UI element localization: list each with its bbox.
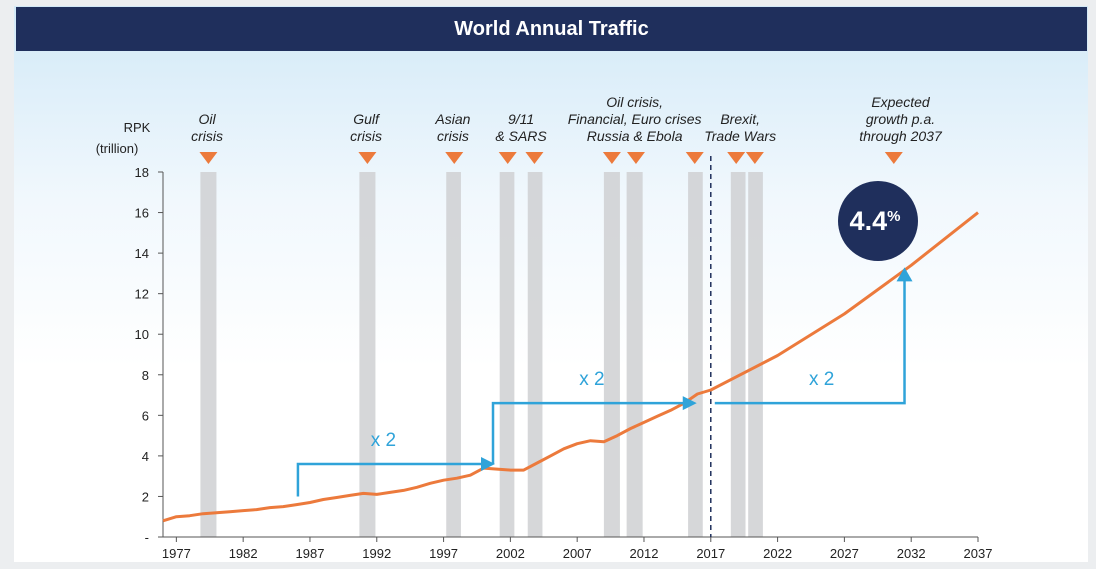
axes: - 2 4 6 8 10 12 14 16 18 1977 1982 1987 1992 1997 2002 2… <box>96 120 993 561</box>
doubling-label: x 2 <box>809 369 834 390</box>
y-tick-label: 2 <box>142 489 149 504</box>
event-label: crisis <box>191 128 223 144</box>
traffic-line <box>162 211 979 523</box>
crisis-bands <box>200 172 763 537</box>
y-axis-label: (trillion) <box>96 141 139 156</box>
event-label: Gulf <box>353 111 381 127</box>
doubling-arrow: x 2 <box>491 369 697 464</box>
doubling-arrows: x 2 x 2 x 2 <box>296 267 913 497</box>
y-tick-label: 18 <box>135 165 149 180</box>
y-tick-label: - <box>145 530 149 545</box>
doubling-label: x 2 <box>579 369 604 390</box>
x-tick-label: 1977 <box>162 546 191 561</box>
y-tick-label: 10 <box>135 327 149 342</box>
arrow-head <box>481 457 496 471</box>
y-tick-label: 16 <box>135 206 149 221</box>
slide-background <box>14 6 1088 562</box>
y-tick-label: 12 <box>135 287 149 302</box>
x-tick-label: 2017 <box>696 546 725 561</box>
x-tick-label: 2037 <box>964 546 993 561</box>
doubling-arrow: x 2 <box>296 430 496 497</box>
crisis-band <box>499 172 515 537</box>
event-marker <box>727 152 746 164</box>
crisis-band <box>603 172 620 537</box>
arrow-shaft <box>714 279 906 405</box>
event-marker <box>884 152 903 164</box>
event-markers <box>199 152 903 164</box>
crisis-band <box>626 172 643 537</box>
event-label: growth p.a. <box>866 111 935 127</box>
y-tick-label: 4 <box>142 449 149 464</box>
event-label: crisis <box>350 128 382 144</box>
doubling-arrow: x 2 <box>714 267 913 405</box>
event-marker <box>685 152 704 164</box>
y-tick-label: 8 <box>142 368 149 383</box>
x-tick-label: 2022 <box>763 546 792 561</box>
doubling-label: x 2 <box>371 430 396 451</box>
event-marker <box>199 152 218 164</box>
event-marker <box>445 152 464 164</box>
event-label: Trade Wars <box>704 128 776 144</box>
x-tick-label: 1987 <box>296 546 325 561</box>
event-label: & SARS <box>495 128 547 144</box>
x-tick-label: 1992 <box>362 546 391 561</box>
event-label: 9/11 <box>508 111 534 127</box>
y-axis-label: RPK <box>124 120 151 135</box>
crisis-band <box>446 172 461 537</box>
event-marker <box>626 152 645 164</box>
growth-badge: 4.4% <box>838 181 918 261</box>
growth-badge-circle <box>838 181 918 261</box>
x-tick-label: 1982 <box>229 546 258 561</box>
x-tick-label: 2012 <box>630 546 659 561</box>
y-tick-label: 14 <box>135 246 149 261</box>
crisis-band <box>527 172 543 537</box>
event-marker <box>525 152 544 164</box>
event-marker <box>602 152 621 164</box>
arrow-head <box>896 267 913 282</box>
event-label: through 2037 <box>859 128 943 144</box>
crisis-band <box>688 172 703 537</box>
crisis-band <box>748 172 763 537</box>
crisis-band <box>359 172 376 537</box>
growth-badge-number: 4.4 <box>850 206 888 236</box>
arrow-shaft <box>491 401 685 464</box>
event-label: Russia & Ebola <box>587 128 683 144</box>
event-label: Oil crisis, <box>606 94 663 110</box>
x-tick-label: 1997 <box>429 546 458 561</box>
chart-title: World Annual Traffic <box>454 17 649 40</box>
event-label: Brexit, <box>720 111 760 127</box>
arrow-head <box>682 396 697 411</box>
x-tick-label: 2027 <box>830 546 859 561</box>
x-tick-label: 2032 <box>897 546 926 561</box>
growth-badge-value: 4.4% <box>850 206 901 236</box>
arrow-shaft <box>296 462 484 497</box>
crisis-band <box>730 172 746 537</box>
y-tick-label: 6 <box>142 408 149 423</box>
x-tick-label: 2007 <box>563 546 592 561</box>
title-bar: World Annual Traffic <box>16 7 1087 51</box>
event-label: Financial, Euro crises <box>568 111 702 127</box>
event-marker <box>498 152 517 164</box>
event-label: Asian <box>434 111 470 127</box>
event-label: Expected <box>871 94 931 110</box>
crisis-band <box>200 172 217 537</box>
x-tick-label: 2002 <box>496 546 525 561</box>
event-marker <box>745 152 764 164</box>
traffic-series <box>162 211 979 523</box>
event-label: crisis <box>437 128 469 144</box>
event-label: Oil <box>199 111 217 127</box>
event-marker <box>358 152 377 164</box>
growth-badge-unit: % <box>887 208 900 225</box>
